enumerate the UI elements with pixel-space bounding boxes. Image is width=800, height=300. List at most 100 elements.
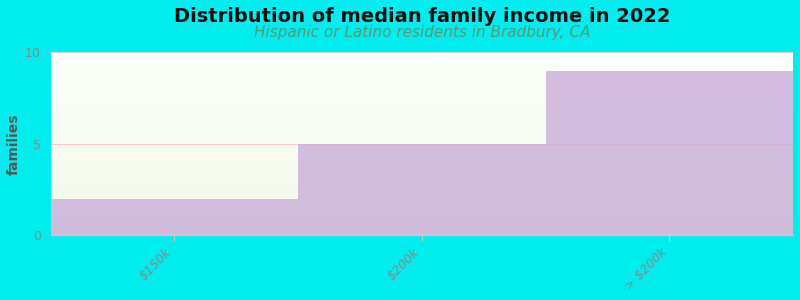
- Bar: [50, 80, 793, 81]
- Bar: [50, 55, 793, 56]
- Bar: [50, 104, 793, 105]
- Bar: [50, 178, 793, 179]
- Bar: [50, 205, 793, 206]
- Bar: [50, 192, 793, 194]
- Bar: [50, 75, 793, 76]
- Bar: [50, 201, 793, 202]
- Bar: [50, 222, 793, 223]
- Bar: [50, 175, 793, 176]
- Bar: [50, 133, 793, 134]
- Bar: [50, 61, 793, 63]
- Bar: [50, 202, 793, 203]
- Bar: [50, 74, 793, 75]
- Bar: [50, 140, 793, 141]
- Bar: [50, 227, 793, 228]
- Bar: [50, 95, 793, 96]
- Bar: [50, 59, 793, 60]
- Bar: [50, 221, 793, 222]
- Bar: [50, 147, 793, 148]
- Bar: [50, 110, 793, 111]
- Bar: [50, 174, 793, 175]
- Title: Distribution of median family income in 2022: Distribution of median family income in …: [174, 7, 670, 26]
- Bar: [50, 232, 793, 233]
- Bar: [50, 157, 793, 158]
- Bar: [50, 83, 793, 84]
- Bar: [50, 216, 793, 217]
- Bar: [50, 136, 793, 137]
- Bar: [50, 234, 793, 235]
- Bar: [50, 129, 793, 130]
- Bar: [50, 58, 793, 59]
- Bar: [50, 84, 793, 85]
- Bar: [50, 116, 793, 117]
- Bar: [50, 119, 793, 120]
- Bar: [50, 206, 793, 207]
- Bar: [50, 102, 793, 103]
- Bar: [50, 94, 793, 95]
- Bar: [50, 130, 793, 131]
- Bar: [50, 158, 793, 159]
- Bar: [50, 54, 793, 55]
- Bar: [50, 231, 793, 232]
- Bar: [50, 134, 793, 135]
- Bar: [50, 101, 793, 102]
- Bar: [50, 89, 793, 90]
- Bar: [50, 137, 793, 138]
- Bar: [50, 211, 793, 212]
- Bar: [50, 131, 793, 132]
- Bar: [50, 142, 793, 143]
- Bar: [50, 128, 793, 129]
- Bar: [50, 97, 793, 98]
- Bar: [50, 173, 793, 174]
- Bar: [50, 177, 793, 178]
- Bar: [50, 160, 793, 161]
- Bar: [50, 203, 793, 204]
- Bar: [50, 230, 793, 231]
- Bar: [50, 213, 793, 214]
- Bar: [298, 144, 546, 236]
- Bar: [50, 208, 793, 209]
- Bar: [50, 117, 793, 119]
- Bar: [50, 85, 793, 86]
- Bar: [50, 68, 793, 69]
- Bar: [50, 76, 793, 77]
- Bar: [50, 233, 793, 234]
- Bar: [50, 78, 793, 79]
- Bar: [50, 113, 793, 114]
- Bar: [50, 235, 793, 236]
- Bar: [50, 150, 793, 151]
- Bar: [50, 88, 793, 89]
- Bar: [546, 71, 793, 236]
- Bar: [50, 160, 793, 161]
- Bar: [50, 198, 793, 199]
- Bar: [50, 114, 793, 115]
- Bar: [50, 138, 793, 139]
- Bar: [50, 126, 793, 127]
- Bar: [50, 172, 793, 173]
- Bar: [50, 166, 793, 167]
- Bar: [50, 165, 793, 166]
- Bar: [50, 106, 793, 107]
- Text: Hispanic or Latino residents in Bradbury, CA: Hispanic or Latino residents in Bradbury…: [254, 25, 590, 40]
- Bar: [50, 167, 793, 168]
- Bar: [50, 163, 793, 164]
- Bar: [50, 149, 793, 150]
- Bar: [50, 144, 793, 145]
- Bar: [50, 169, 793, 170]
- Bar: [50, 100, 793, 101]
- Bar: [50, 154, 793, 155]
- Bar: [50, 112, 793, 113]
- Bar: [50, 153, 793, 154]
- Bar: [50, 72, 793, 73]
- Bar: [50, 91, 793, 92]
- Bar: [50, 66, 793, 67]
- Bar: [50, 183, 793, 184]
- Bar: [50, 152, 793, 153]
- Bar: [50, 219, 793, 220]
- Bar: [50, 92, 793, 93]
- Bar: [50, 103, 793, 104]
- Bar: [50, 228, 793, 229]
- Bar: [50, 127, 793, 128]
- Bar: [50, 125, 793, 126]
- Bar: [50, 57, 793, 58]
